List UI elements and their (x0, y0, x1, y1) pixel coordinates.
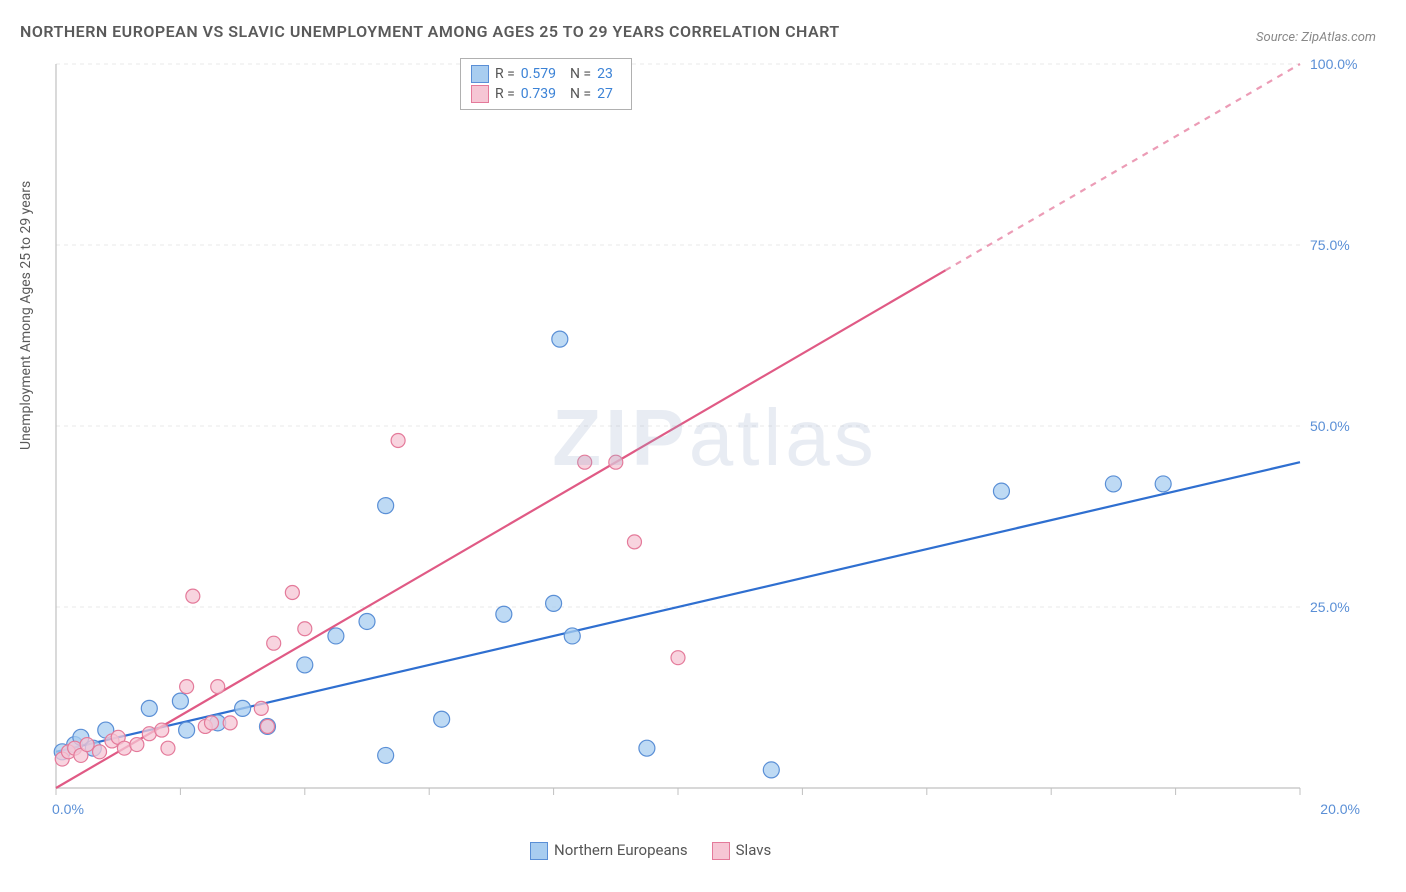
r-label: R = (495, 66, 515, 82)
r-value: 0.739 (521, 86, 556, 102)
svg-text:25.0%: 25.0% (1310, 599, 1350, 615)
legend-series-label: Slavs (736, 841, 772, 859)
svg-text:0.0%: 0.0% (52, 801, 84, 817)
r-label: R = (495, 86, 515, 102)
legend-swatch (471, 65, 489, 83)
svg-text:20.0%: 20.0% (1320, 801, 1360, 817)
legend-stats: R = 0.579 N = 23 R = 0.739 N = 27 (460, 58, 632, 110)
plot-area: 25.0%50.0%75.0%100.0%0.0%20.0% ZIPatlas (50, 58, 1380, 818)
n-value: 27 (597, 86, 613, 102)
y-axis-label: Unemployment Among Ages 25 to 29 years (18, 181, 34, 450)
svg-text:75.0%: 75.0% (1310, 237, 1350, 253)
chart-svg: 25.0% 50.0% 75.0% 100.0% 0.0% 20.0% (50, 58, 1380, 818)
n-label: N = (570, 66, 591, 82)
legend-series-label: Northern Europeans (554, 841, 688, 859)
legend-series-item: Slavs (712, 841, 772, 860)
legend-swatch (530, 842, 548, 860)
r-value: 0.579 (521, 66, 556, 82)
svg-text:100.0%: 100.0% (1310, 58, 1357, 72)
legend-series-item: Northern Europeans (530, 841, 688, 860)
chart-title: NORTHERN EUROPEAN VS SLAVIC UNEMPLOYMENT… (20, 22, 840, 41)
legend-swatch (471, 85, 489, 103)
n-value: 23 (597, 66, 613, 82)
legend-series: Northern Europeans Slavs (530, 841, 771, 860)
source-credit: Source: ZipAtlas.com (1256, 30, 1376, 45)
legend-stat-row: R = 0.579 N = 23 (471, 65, 621, 83)
n-label: N = (570, 86, 591, 102)
legend-swatch (712, 842, 730, 860)
svg-text:50.0%: 50.0% (1310, 418, 1350, 434)
legend-stat-row: R = 0.739 N = 27 (471, 85, 621, 103)
chart-container: NORTHERN EUROPEAN VS SLAVIC UNEMPLOYMENT… (0, 0, 1406, 892)
